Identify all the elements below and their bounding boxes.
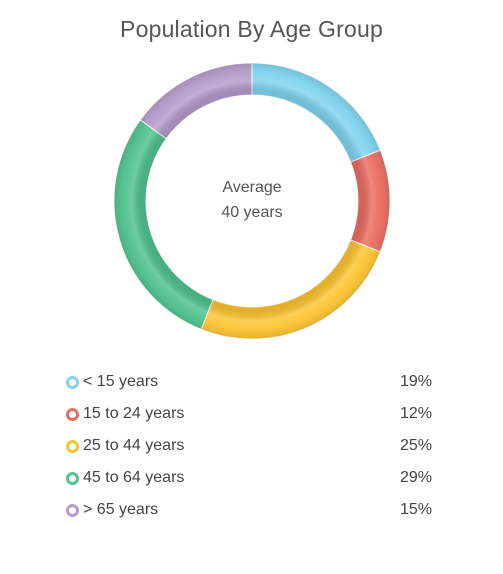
legend-label: 15 to 24 years [83, 405, 185, 422]
center-label-line2: 40 years [221, 204, 283, 221]
legend-value: 25% [399, 437, 432, 454]
legend-label: 45 to 64 years [83, 469, 185, 486]
donut-chart: Average 40 years [114, 63, 390, 339]
legend-item-15-to-24-years[interactable]: 15 to 24 years 12% [66, 402, 432, 434]
chart-title: Population By Age Group [120, 16, 383, 42]
legend-item-15-years[interactable]: < 15 years 19% [66, 370, 432, 402]
center-label-line1: Average [222, 179, 282, 196]
legend-value: 29% [399, 469, 432, 486]
donut-svg [114, 63, 390, 339]
legend-item-25-to-44-years[interactable]: 25 to 44 years 25% [66, 434, 432, 466]
legend-value: 19% [399, 373, 432, 390]
donut-shading [114, 63, 390, 339]
legend-marker-icon [66, 504, 79, 517]
legend-value: 15% [399, 501, 432, 518]
legend-value: 12% [399, 405, 432, 422]
center-label: Average 40 years [114, 175, 390, 225]
legend-label: 25 to 44 years [83, 437, 185, 454]
legend-item-65-years[interactable]: > 65 years 15% [66, 498, 432, 530]
legend-marker-icon [66, 472, 79, 485]
legend-marker-icon [66, 440, 79, 453]
legend-item-45-to-64-years[interactable]: 45 to 64 years 29% [66, 466, 432, 498]
legend-marker-icon [66, 408, 79, 421]
legend-label: > 65 years [83, 501, 159, 518]
legend-label: < 15 years [83, 373, 159, 390]
legend-marker-icon [66, 376, 79, 389]
legend: < 15 years 19% 15 to 24 years 12% 25 to 44 y… [66, 370, 432, 530]
